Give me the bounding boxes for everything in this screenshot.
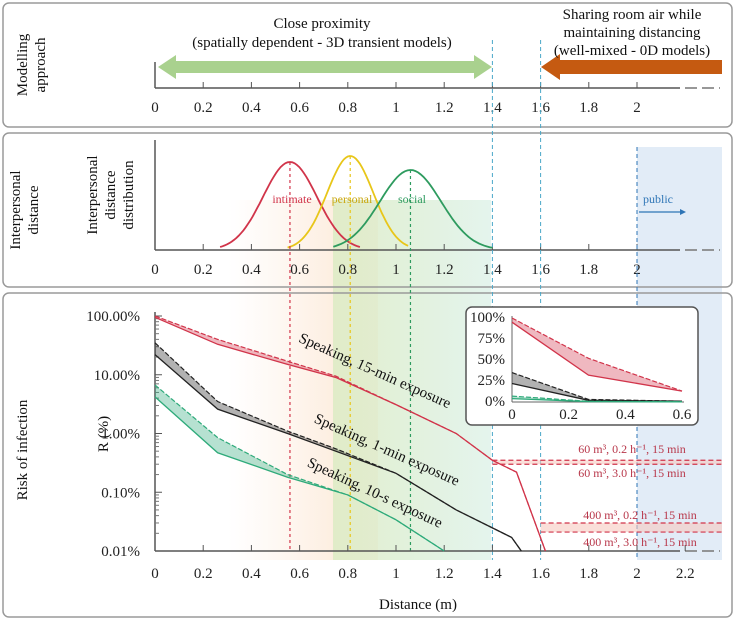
interpersonal-tick-label: 0.8: [338, 262, 357, 278]
inset-series-2-upper-line: [511, 395, 683, 403]
risk-series-1-lower-line: [154, 354, 522, 552]
close-proximity-arrow: [158, 55, 492, 79]
zone-label-personal: personal: [332, 192, 373, 206]
modelling-tick-label: 1: [392, 100, 400, 116]
risk-x-tick-label: 0.2: [194, 566, 213, 582]
inset-series-0-lower-line: [511, 321, 683, 392]
inset-y-tick-label: 0%: [485, 394, 505, 410]
risk-x-tick-label: 1.6: [531, 566, 550, 582]
ref-label-400-30: 400 m³, 3.0 h⁻¹, 15 min: [583, 535, 697, 549]
modelling-tick-label: 0.4: [242, 100, 261, 116]
risk-panel-content: 100.00% 10.00% 1.00% 0.10% 0.01% 0 0.2 0.4 0.6 0.…: [86, 40, 722, 582]
risk-series-2-lower-line: [154, 396, 445, 552]
panel-interpersonal: [2, 132, 733, 288]
interpersonal-tick-label: 0.2: [194, 262, 213, 278]
interpersonal-side-label-1: Interpersonal: [8, 170, 24, 249]
inset-series-0-upper-line: [511, 317, 683, 392]
room-air-arrow: [541, 54, 722, 80]
zone-label-public: public: [643, 192, 673, 206]
y-tick-label: 1.00%: [101, 427, 140, 443]
inset-x-tick-label: 0.4: [616, 407, 635, 423]
interpersonal-side-label-2: distance: [26, 185, 42, 234]
ref-label-400-02: 400 m³, 0.2 h⁻¹, 15 min: [583, 508, 697, 522]
zone-label-intimate: intimate: [272, 192, 311, 206]
distribution-axis-label-3: distribution: [121, 160, 137, 230]
y-axis-label: R (%): [96, 416, 112, 452]
risk-x-tick-label: 1.8: [579, 566, 598, 582]
panel-modelling: [2, 2, 733, 128]
modelling-tick-label: 0.8: [338, 100, 357, 116]
ref-label-60-30: 60 m³, 3.0 h⁻¹, 15 min: [578, 466, 686, 480]
public-arrowhead-icon: [680, 209, 686, 215]
y-tick-label: 10.00%: [94, 368, 140, 384]
room-air-line-1: Sharing room air while: [563, 7, 702, 23]
close-proximity-title: Close proximity: [273, 16, 371, 32]
inset-y-tick-label: 25%: [478, 373, 506, 389]
modelling-panel-content: 0 0.2 0.4 0.6 0.8 1 1.2 1.4 1.6 1.8 2: [151, 54, 722, 116]
interpersonal-tick-label: 1: [392, 262, 400, 278]
distribution-axis-label-1: Interpersonal: [85, 155, 101, 234]
modelling-tick-label: 1.4: [483, 100, 502, 116]
risk-x-tick-label: 2: [633, 566, 641, 582]
interpersonal-tick-label: 0.4: [242, 262, 261, 278]
inset-x-tick-label: 0.6: [673, 407, 692, 423]
y-tick-label: 0.10%: [101, 485, 140, 501]
zone-label-social: social: [398, 192, 427, 206]
modelling-side-label-2: approach: [33, 37, 49, 92]
interpersonal-tick-label: 1.2: [435, 262, 454, 278]
modelling-tick-label: 1.8: [579, 100, 598, 116]
interpersonal-tick-label: 1.6: [531, 262, 550, 278]
modelling-side-label-1: Modelling: [15, 33, 31, 96]
room-air-line-2: maintaining distancing: [563, 25, 701, 41]
interpersonal-tick-label: 0.6: [290, 262, 309, 278]
risk-series-0-lower-line: [154, 316, 547, 552]
close-proximity-subtitle: (spatially dependent - 3D transient mode…: [192, 35, 452, 51]
x-axis-label: Distance (m): [379, 597, 457, 613]
modelling-tick-label: 0: [151, 100, 159, 116]
panel-risk: [2, 292, 733, 618]
distribution-curve-personal: [287, 155, 409, 249]
y-tick-label: 100.00%: [86, 309, 140, 325]
zone-personal-social-shade: [333, 200, 491, 560]
inset-y-tick-label: 75%: [478, 331, 506, 347]
modelling-tick-label: 0.6: [290, 100, 309, 116]
modelling-tick-label: 0.2: [194, 100, 213, 116]
ref-band-1: [540, 522, 722, 533]
interpersonal-tick-label: 1.4: [483, 262, 502, 278]
risk-x-tick-label: 0: [151, 566, 159, 582]
inset-y-tick-label: 100%: [470, 310, 505, 326]
risk-x-tick-label: 2.2: [676, 566, 695, 582]
inset-frame: [465, 306, 699, 426]
inset-x-tick-label: 0.2: [559, 407, 578, 423]
inset-y-tick-label: 50%: [478, 352, 506, 368]
interpersonal-tick-label: 0: [151, 262, 159, 278]
risk-x-tick-label: 1.4: [483, 566, 502, 582]
interpersonal-tick-label: 1.8: [579, 262, 598, 278]
risk-x-tick-label: 1.2: [435, 566, 454, 582]
risk-side-label: Risk of infection: [15, 399, 31, 500]
distribution-curve-social: [333, 169, 493, 249]
ref-band-0: [492, 460, 722, 465]
risk-x-tick-label: 0.6: [290, 566, 309, 582]
modelling-tick-label: 1.6: [531, 100, 550, 116]
ref-label-60-02: 60 m³, 0.2 h⁻¹, 15 min: [578, 442, 686, 456]
distribution-axis-label-2: distance: [103, 170, 119, 219]
inset-x-tick-label: 0: [508, 407, 516, 423]
modelling-tick-label: 1.2: [435, 100, 454, 116]
risk-x-tick-label: 0.4: [242, 566, 261, 582]
room-air-line-3: (well-mixed - 0D models): [554, 43, 710, 59]
risk-x-tick-label: 1: [392, 566, 400, 582]
inset-series-1-lower-line: [511, 382, 683, 402]
inset-series-2-band: [512, 396, 682, 402]
y-tick-label: 0.01%: [101, 544, 140, 560]
modelling-tick-label: 2: [633, 100, 641, 116]
inset-series-2-lower-line: [511, 397, 683, 403]
inset-series-1-band: [512, 372, 682, 402]
risk-x-tick-label: 0.8: [338, 566, 357, 582]
